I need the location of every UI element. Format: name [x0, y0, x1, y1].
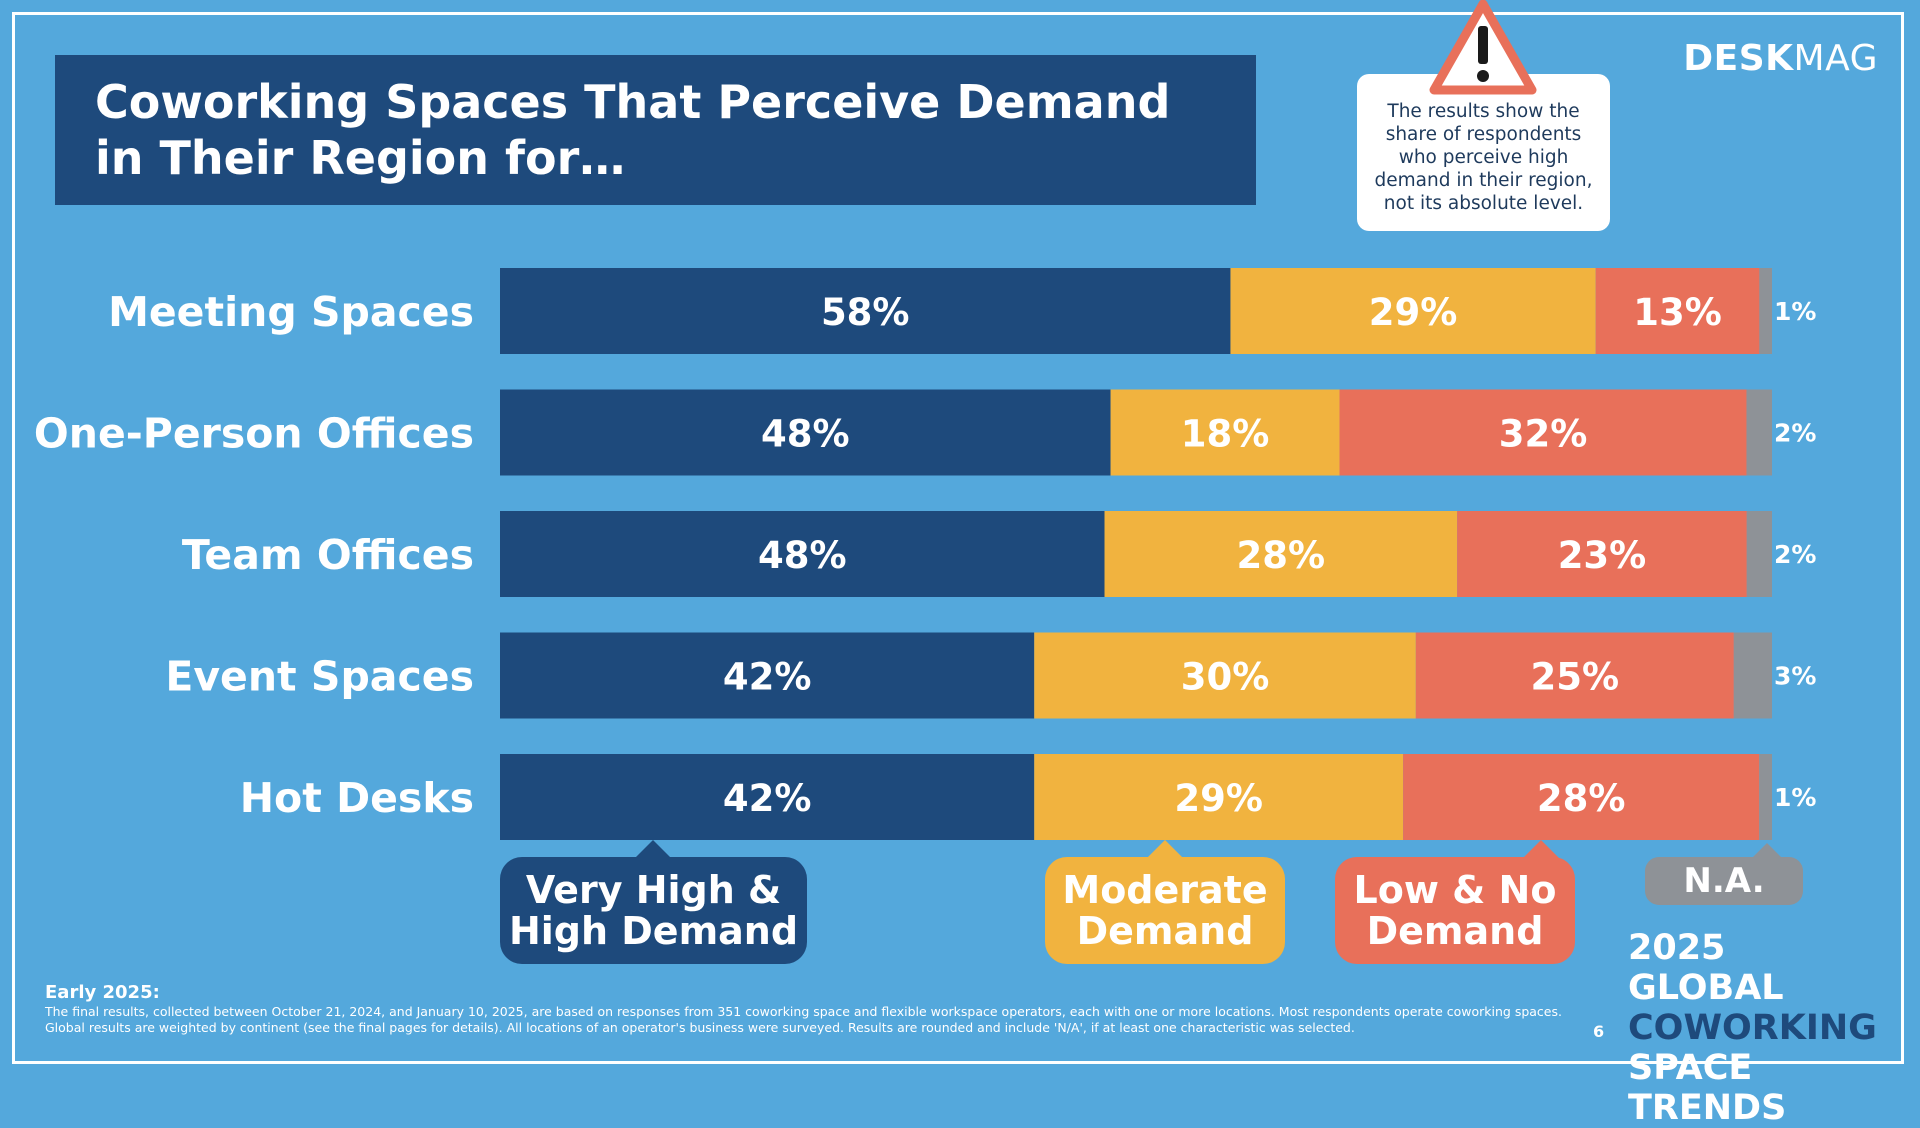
footnote: Early 2025: The final results, collected… — [45, 982, 1605, 1036]
data-label-moderate-demand-one-person-offices: 18% — [1181, 413, 1270, 456]
footnote-text: The final results, collected between Oct… — [45, 1004, 1562, 1035]
report-title-line2: COWORKING — [1628, 1008, 1877, 1048]
category-label-hot-desks: Hot Desks — [240, 774, 474, 822]
bar-moderate-demand-hot-desks — [1034, 754, 1404, 840]
category-label-team-offices: Team Offices — [182, 531, 474, 579]
bar-moderate-demand-one-person-offices — [1110, 389, 1340, 476]
data-label-very-high-high-demand-one-person-offices: 48% — [761, 413, 850, 456]
legend-moderate-line2: Demand — [1076, 908, 1254, 953]
bar-moderate-demand-meeting-spaces — [1230, 268, 1596, 354]
title-banner: Coworking Spaces That Perceive Demand in… — [55, 55, 1256, 205]
legend-low-demand: Low & No Demand — [1335, 840, 1575, 964]
legend-na-label: N.A. — [1683, 861, 1765, 901]
legend-pointer — [1147, 840, 1183, 858]
data-label-n-a-team-offices: 2% — [1774, 540, 1816, 569]
brand-bold: DESK — [1683, 38, 1794, 79]
data-label-n-a-meeting-spaces: 1% — [1774, 297, 1816, 326]
bar-moderate-demand-event-spaces — [1034, 632, 1416, 719]
legend-na: N.A. — [1645, 843, 1803, 905]
bar-n-a-event-spaces — [1733, 632, 1772, 719]
warning-triangle-icon — [1429, 0, 1537, 95]
legend-high-line2: High Demand — [508, 908, 799, 953]
page-number: 6 — [1593, 1022, 1605, 1041]
legend-moderate-demand: Moderate Demand — [1045, 840, 1285, 964]
legend-pointer — [635, 840, 671, 858]
bar-very-high-high-demand-hot-desks — [500, 754, 1035, 840]
category-label-event-spaces: Event Spaces — [165, 653, 474, 701]
data-label-very-high-high-demand-team-offices: 48% — [758, 534, 847, 577]
category-label-one-person-offices: One-Person Offices — [34, 410, 474, 458]
page-title: Coworking Spaces That Perceive Demand in… — [95, 75, 1171, 185]
data-label-n-a-hot-desks: 1% — [1774, 783, 1816, 812]
report-title-line1: 2025 GLOBAL — [1628, 928, 1784, 1008]
data-label-low-no-demand-hot-desks: 28% — [1537, 777, 1626, 820]
legend-low-line1: Low & No — [1353, 867, 1557, 912]
category-label-meeting-spaces: Meeting Spaces — [108, 288, 474, 336]
legend-low-line2: Demand — [1366, 908, 1544, 953]
bar-very-high-high-demand-event-spaces — [500, 632, 1035, 719]
bar-very-high-high-demand-team-offices — [500, 511, 1105, 597]
brand-light: MAG — [1793, 38, 1878, 79]
info-note-text: The results show the share of respondent… — [1374, 101, 1593, 214]
bar-low-no-demand-hot-desks — [1403, 754, 1760, 840]
bar-n-a-one-person-offices — [1746, 389, 1772, 476]
data-label-very-high-high-demand-event-spaces: 42% — [723, 656, 812, 699]
data-label-n-a-event-spaces: 3% — [1774, 662, 1816, 691]
bar-very-high-high-demand-meeting-spaces — [500, 268, 1231, 354]
report-title-line3: SPACE TRENDS — [1628, 1048, 1787, 1128]
bar-n-a-meeting-spaces — [1759, 268, 1772, 354]
stacked-bar-chart: Meeting Spaces 58% 29% 13% 1% One-Person Offi… — [34, 268, 1816, 840]
bar-n-a-hot-desks — [1759, 754, 1772, 840]
bar-moderate-demand-team-offices — [1104, 511, 1458, 597]
report-title: 2025 GLOBAL COWORKING SPACE TRENDS — [1628, 928, 1888, 1128]
brand-logo: DESKMAG — [1683, 38, 1878, 79]
legend-pointer — [1523, 840, 1559, 858]
data-label-low-no-demand-event-spaces: 25% — [1531, 656, 1620, 699]
data-label-moderate-demand-hot-desks: 29% — [1174, 777, 1263, 820]
legend-pointer — [1753, 843, 1781, 857]
data-label-low-no-demand-meeting-spaces: 13% — [1633, 291, 1722, 334]
legend-moderate-line1: Moderate — [1062, 867, 1268, 912]
legend-high-line1: Very High & — [525, 867, 782, 912]
data-label-n-a-one-person-offices: 2% — [1774, 419, 1816, 448]
data-label-very-high-high-demand-hot-desks: 42% — [723, 777, 812, 820]
data-label-moderate-demand-event-spaces: 30% — [1181, 656, 1270, 699]
legend-high-demand: Very High & High Demand — [500, 840, 807, 964]
footnote-heading: Early 2025: — [45, 982, 160, 1003]
data-label-low-no-demand-one-person-offices: 32% — [1499, 413, 1588, 456]
data-label-very-high-high-demand-meeting-spaces: 58% — [821, 291, 910, 334]
bar-low-no-demand-team-offices — [1457, 511, 1747, 597]
data-label-moderate-demand-meeting-spaces: 29% — [1369, 291, 1458, 334]
bar-very-high-high-demand-one-person-offices — [500, 389, 1111, 476]
bar-low-no-demand-meeting-spaces — [1595, 268, 1760, 354]
bar-low-no-demand-one-person-offices — [1339, 389, 1747, 476]
data-label-low-no-demand-team-offices: 23% — [1558, 534, 1647, 577]
data-label-moderate-demand-team-offices: 28% — [1237, 534, 1326, 577]
bar-n-a-team-offices — [1746, 511, 1772, 597]
info-note: The results show the share of respondent… — [1357, 74, 1610, 231]
bar-low-no-demand-event-spaces — [1415, 632, 1734, 719]
